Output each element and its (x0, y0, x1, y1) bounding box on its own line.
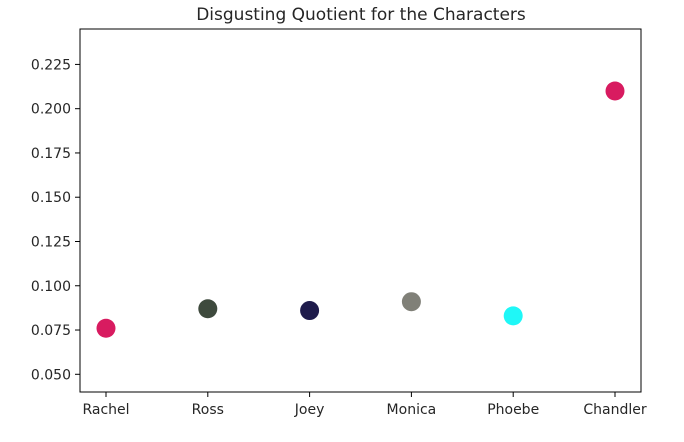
y-tick-label: 0.150 (31, 190, 71, 206)
x-axis: Rachel Ross Joey Monica Phoebe Chandler (82, 392, 647, 418)
data-point-chandler (605, 81, 625, 101)
chart-title: Disgusting Quotient for the Characters (196, 5, 526, 25)
y-tick-label: 0.125 (31, 234, 71, 250)
plot-frame (79, 28, 642, 393)
y-tick-label: 0.225 (31, 57, 71, 73)
y-tick-label: 0.100 (31, 279, 71, 295)
x-tick-label: Phoebe (487, 402, 539, 418)
x-tick-label: Joey (294, 402, 325, 418)
y-axis: 0.050 0.075 0.100 0.125 0.150 0.175 0.200 0.225 (31, 57, 80, 383)
x-tick-label: Ross (192, 402, 224, 418)
x-tick-label: Chandler (583, 402, 646, 418)
y-tick-label: 0.200 (31, 102, 71, 118)
data-point-phoebe (503, 306, 523, 326)
data-point-ross (198, 299, 218, 319)
data-point-joey (300, 301, 320, 321)
x-tick-label: Monica (387, 402, 437, 418)
y-tick-label: 0.050 (31, 367, 71, 383)
data-point-rachel (96, 318, 116, 338)
data-point-monica (401, 292, 421, 312)
x-tick-label: Rachel (82, 402, 129, 418)
y-tick-label: 0.175 (31, 146, 71, 162)
y-tick-label: 0.075 (31, 323, 71, 339)
data-points (96, 81, 625, 338)
